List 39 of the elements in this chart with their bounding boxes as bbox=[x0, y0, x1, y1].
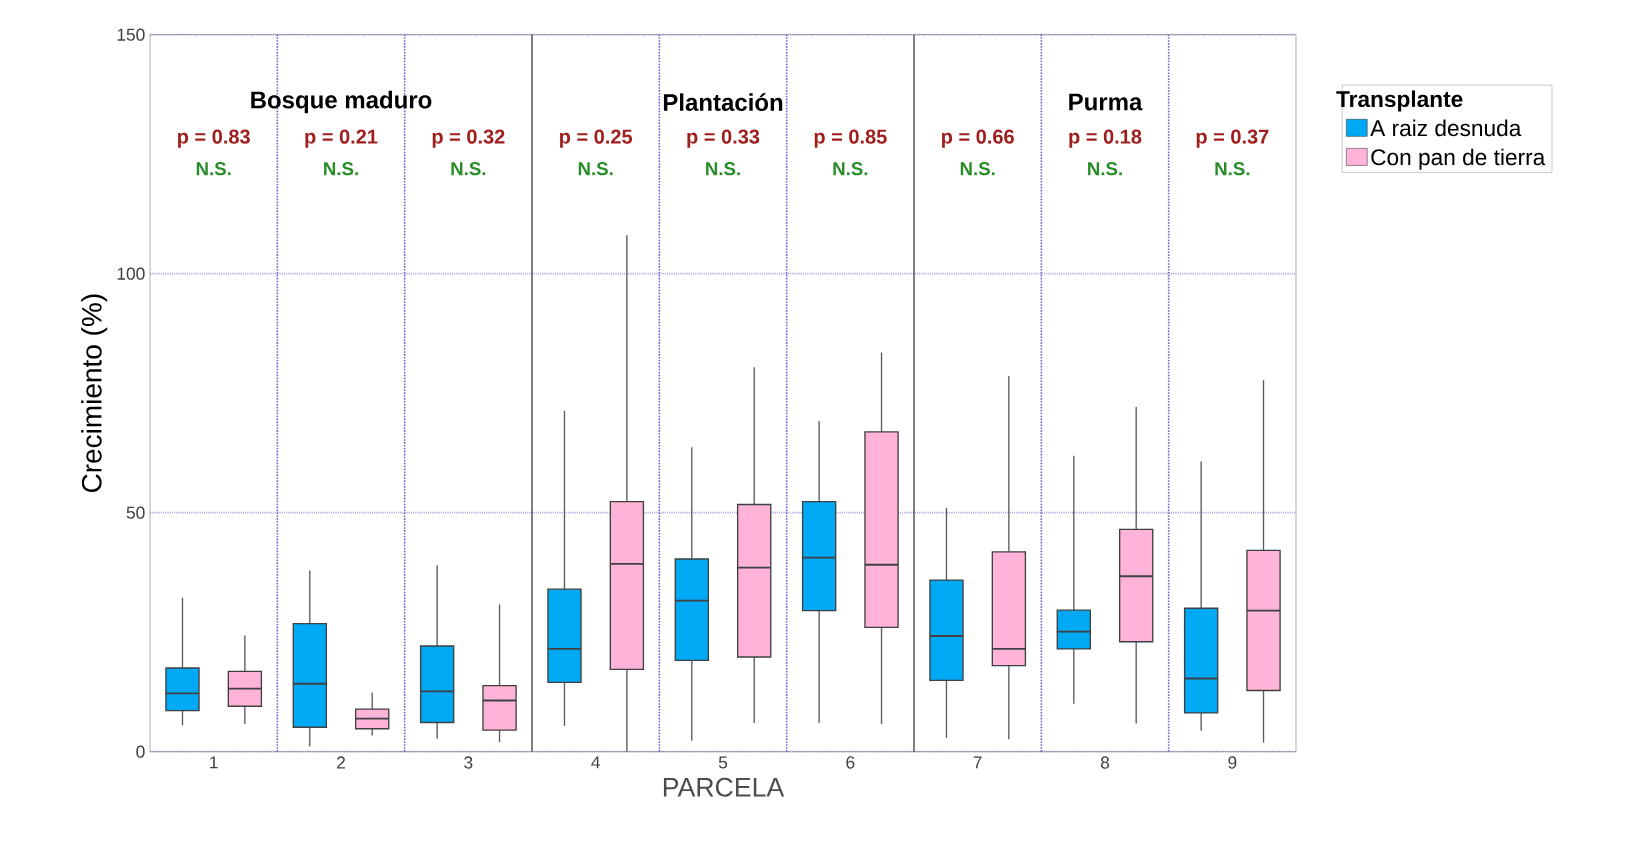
legend-label: A raiz desnuda bbox=[1370, 119, 1522, 137]
annotation: N.S. bbox=[324, 162, 358, 176]
y-tick-label: 50 bbox=[126, 506, 145, 519]
x-tick-label: 4 bbox=[591, 756, 600, 769]
annotation: p = 0.18 bbox=[1069, 129, 1142, 148]
x-tick-label: 6 bbox=[846, 756, 855, 769]
annotation: N.S. bbox=[1088, 162, 1122, 176]
y-axis-title: Crecimiento (%) bbox=[81, 294, 108, 493]
annotation: p = 0.32 bbox=[432, 129, 505, 148]
y-tick-label: 150 bbox=[117, 28, 145, 41]
annotation: p = 0.37 bbox=[1196, 129, 1269, 148]
annotation: N.S. bbox=[451, 162, 486, 176]
annotation: Bosque maduro bbox=[251, 90, 432, 114]
annotation: N.S. bbox=[833, 162, 868, 176]
annotation: p = 0.21 bbox=[305, 129, 378, 148]
y-tick-label: 0 bbox=[136, 745, 145, 758]
annotation: N.S. bbox=[960, 162, 995, 176]
x-tick-label: 9 bbox=[1228, 756, 1237, 769]
annotation: p = 0.66 bbox=[942, 129, 1014, 148]
annotation: N.S. bbox=[196, 162, 231, 176]
annotation: p = 0.25 bbox=[560, 129, 633, 148]
y-tick-label: 100 bbox=[117, 267, 145, 280]
x-axis-title: PARCELA bbox=[663, 777, 785, 797]
annotation: p = 0.83 bbox=[178, 129, 250, 148]
annotation: Plantación bbox=[663, 93, 783, 111]
annotation: N.S. bbox=[578, 162, 613, 176]
annotation: Purma bbox=[1069, 93, 1143, 111]
legend-label: Con pan de tierra bbox=[1371, 148, 1546, 170]
x-tick-label: 1 bbox=[210, 756, 218, 769]
legend-title: Transplante bbox=[1336, 90, 1463, 112]
x-tick-label: 7 bbox=[973, 756, 982, 769]
x-tick-label: 5 bbox=[718, 756, 728, 769]
annotation: p = 0.85 bbox=[814, 129, 887, 148]
x-tick-label: 8 bbox=[1100, 756, 1110, 769]
annotation: N.S. bbox=[706, 162, 740, 176]
annotation: p = 0.33 bbox=[687, 129, 760, 148]
annotation: N.S. bbox=[1215, 162, 1250, 176]
x-tick-label: 2 bbox=[337, 756, 345, 769]
x-tick-label: 3 bbox=[464, 756, 473, 769]
